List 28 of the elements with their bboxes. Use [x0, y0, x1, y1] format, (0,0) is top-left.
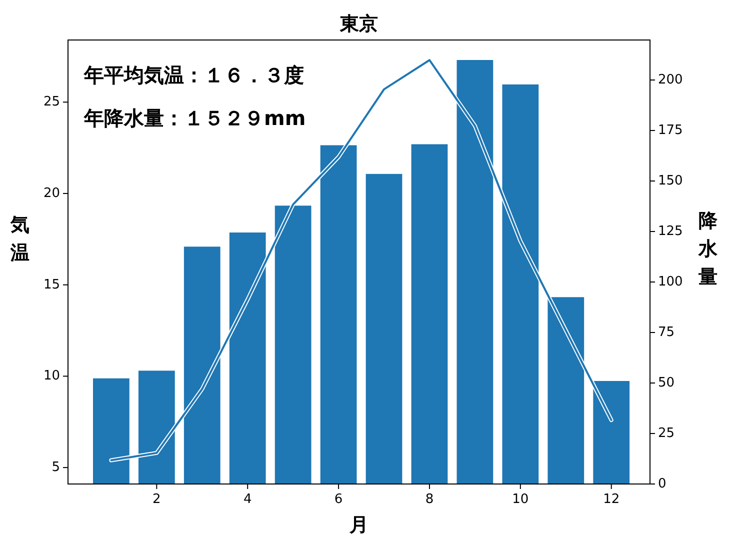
- y2-axis-title: 降水量: [698, 210, 718, 288]
- y-tick-label: 20: [43, 186, 60, 202]
- y2-tick-label: 100: [658, 274, 683, 290]
- x-tick-label: 12: [603, 492, 620, 507]
- y2-tick-label: 0: [658, 476, 666, 492]
- x-axis-title: 月: [348, 514, 368, 536]
- y-axis-title: 気温: [10, 214, 30, 264]
- bar: [366, 174, 402, 484]
- annotation: 年降水量：１５２９mm: [83, 106, 306, 130]
- annotation: 年平均気温：１６．３度: [83, 63, 304, 87]
- x-tick-label: 10: [512, 492, 529, 507]
- y-tick-label: 25: [43, 94, 60, 110]
- x-tick-label: 8: [425, 492, 434, 507]
- x-tick-label: 6: [334, 492, 343, 507]
- y2-tick-label: 75: [658, 325, 675, 340]
- x-tick-label: 4: [243, 492, 252, 507]
- y2-tick-label: 200: [658, 72, 683, 88]
- y2-tick-label: 125: [658, 224, 683, 240]
- y2-tick-label: 175: [658, 123, 683, 138]
- y-tick-label: 5: [52, 460, 60, 476]
- y-tick-label: 10: [43, 368, 60, 384]
- y2-tick-label: 25: [658, 426, 675, 442]
- y-tick-label: 15: [43, 277, 60, 292]
- x-tick-label: 2: [152, 492, 161, 507]
- y2-tick-label: 50: [658, 376, 675, 391]
- y2-tick-label: 150: [658, 174, 683, 189]
- chart-title: 東京: [339, 13, 378, 35]
- bar: [411, 144, 448, 484]
